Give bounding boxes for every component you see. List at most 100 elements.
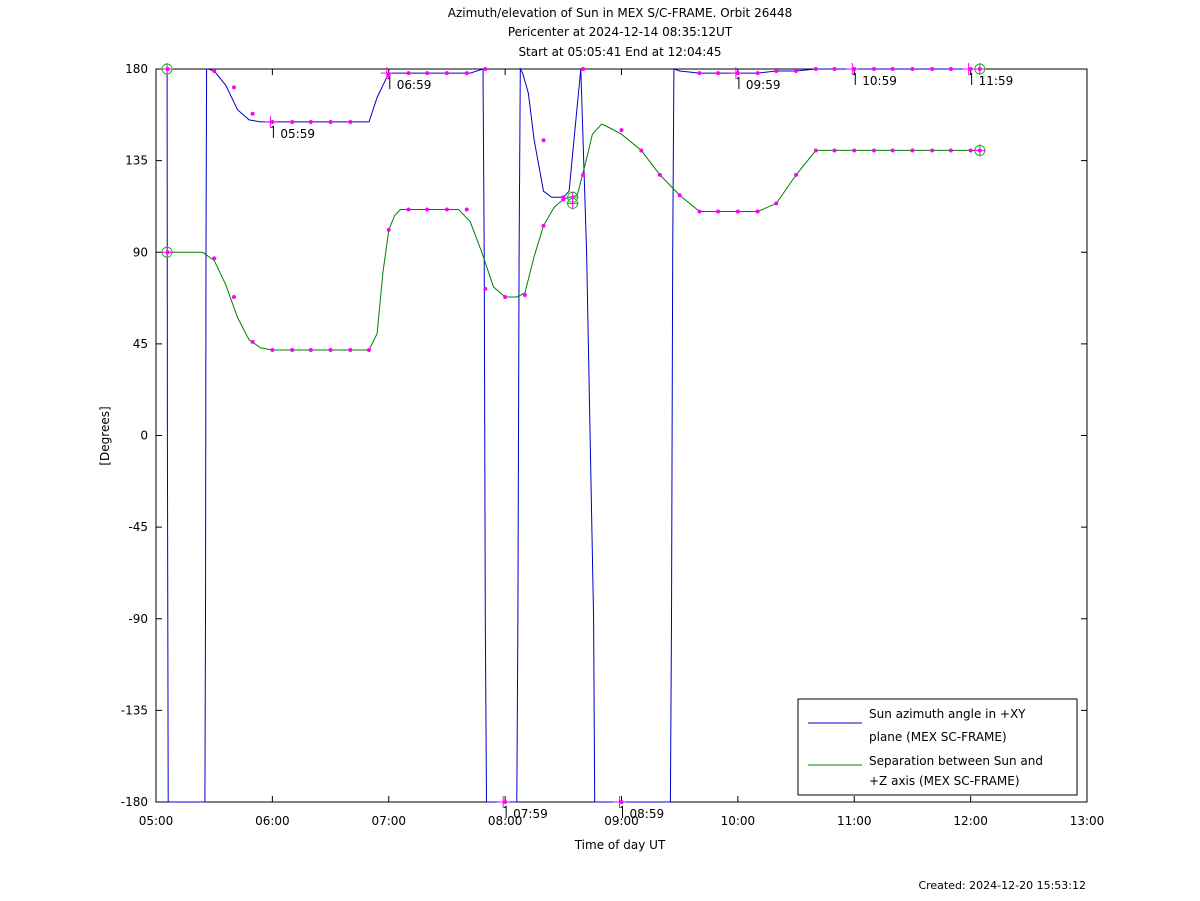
chart-title-line-1: Azimuth/elevation of Sun in MEX S/C-FRAM… <box>448 6 793 20</box>
marker-s0-7 <box>328 119 333 124</box>
legend: Sun azimuth angle in +XY plane (MEX SC-F… <box>797 698 1078 796</box>
marker-s0-33 <box>948 67 953 71</box>
marker-s1-38 <box>948 148 953 153</box>
marker-s1-37 <box>930 148 935 153</box>
hour-pointer-tip-2 <box>503 805 507 809</box>
marker-s0-26 <box>813 67 818 71</box>
marker-s1-5 <box>290 347 295 352</box>
marker-s1-29 <box>774 201 779 206</box>
x-tick-label-7: 12:00 <box>953 814 988 828</box>
marker-s1-17 <box>522 293 527 298</box>
legend-label-azimuth-line-2: plane (MEX SC-FRAME) <box>869 730 1007 744</box>
hour-pointer-tip-1 <box>387 76 391 80</box>
marker-s1-27 <box>735 209 740 214</box>
y-axis-label: [Degrees] <box>98 406 112 465</box>
marker-s1-34 <box>872 148 877 153</box>
marker-s1-39 <box>968 148 973 153</box>
hour-label-0: 05:59 <box>280 127 315 141</box>
marker-s0-1 <box>212 69 217 74</box>
chart-title-block: Azimuth/elevation of Sun in MEX S/C-FRAM… <box>448 6 793 59</box>
x-tick-label-1: 06:00 <box>255 814 290 828</box>
axis-ticks: 05:00 06:00 07:00 08:00 09:00 10:00 11:00 12:00… <box>121 62 1105 828</box>
chart-title-line-3: Start at 05:05:41 End at 12:04:45 <box>518 45 721 59</box>
chart-title-line-2: Pericenter at 2024-12-14 08:35:12UT <box>508 25 733 39</box>
legend-label-separation-line-2: +Z axis (MEX SC-FRAME) <box>869 774 1020 788</box>
hour-pointer-tip-5 <box>852 72 856 76</box>
hour-pointer-tip-3 <box>620 805 623 809</box>
marker-s1-23 <box>657 172 662 177</box>
plot-area <box>155 68 1088 803</box>
marker-s0-18 <box>581 67 586 71</box>
y-tick-label-8: -180 <box>121 795 148 809</box>
created-timestamp: Created: 2024-12-20 15:53:12 <box>918 879 1086 892</box>
marker-s1-31 <box>813 148 818 153</box>
marker-s0-20 <box>697 71 702 76</box>
marker-s1-24 <box>677 193 682 198</box>
marker-s0-3 <box>250 111 255 116</box>
hour-label-5: 10:59 <box>862 74 897 88</box>
series-lines <box>166 67 980 803</box>
marker-s1-13 <box>444 207 449 212</box>
marker-s0-25 <box>794 69 799 74</box>
x-axis-label: Time of day UT <box>574 838 666 852</box>
y-tick-label-5: -45 <box>128 520 148 534</box>
marker-s0-16 <box>541 138 546 143</box>
y-tick-label-3: 45 <box>133 337 148 351</box>
marker-s0-23 <box>755 71 760 76</box>
marker-s1-10 <box>386 227 391 232</box>
marker-s0-32 <box>930 67 935 71</box>
marker-s1-14 <box>464 207 469 212</box>
marker-s1-16 <box>503 295 508 300</box>
marker-s1-25 <box>697 209 702 214</box>
marker-s0-12 <box>444 71 449 76</box>
hour-label-6: 11:59 <box>979 74 1014 88</box>
marker-s0-5 <box>290 119 295 124</box>
marker-s1-8 <box>348 347 353 352</box>
marker-s1-11 <box>406 207 411 212</box>
hour-label-1: 06:59 <box>397 78 432 92</box>
marker-s1-20 <box>581 172 586 177</box>
series-line-0 <box>166 67 980 803</box>
marker-s0-24 <box>774 69 779 74</box>
marker-s1-9 <box>366 347 371 352</box>
marker-s0-9 <box>386 73 391 78</box>
hour-label-3: 08:59 <box>630 807 665 821</box>
marker-s0-11 <box>425 71 430 76</box>
y-tick-label-6: -90 <box>128 612 148 626</box>
x-tick-label-3: 08:00 <box>488 814 523 828</box>
marker-s1-7 <box>328 347 333 352</box>
marker-s1-18 <box>541 223 546 228</box>
marker-s1-36 <box>910 148 915 153</box>
hour-pointer-tip-6 <box>969 72 973 76</box>
x-tick-label-8: 13:00 <box>1070 814 1105 828</box>
marker-s1-6 <box>308 347 313 352</box>
marker-s1-22 <box>639 148 644 153</box>
marker-s1-1 <box>212 256 217 261</box>
y-tick-label-4: 0 <box>140 429 148 443</box>
marker-s1-21 <box>619 128 624 133</box>
hour-pointer-tip-0 <box>271 125 274 129</box>
y-tick-label-1: 135 <box>125 154 148 168</box>
marker-s1-3 <box>250 339 255 344</box>
marker-s0-6 <box>308 119 313 124</box>
marker-s0-27 <box>832 67 837 71</box>
x-tick-label-2: 07:00 <box>371 814 406 828</box>
marker-s0-13 <box>464 71 469 76</box>
x-tick-label-4: 09:00 <box>604 814 639 828</box>
marker-s0-14 <box>483 67 488 71</box>
marker-s1-19 <box>561 197 566 202</box>
hour-label-2: 07:59 <box>513 807 548 821</box>
hour-label-4: 09:59 <box>746 78 781 92</box>
series-markers <box>161 63 986 804</box>
marker-s1-26 <box>716 209 721 214</box>
marker-s1-35 <box>890 148 895 153</box>
marker-s0-30 <box>890 67 895 71</box>
marker-s0-21 <box>716 71 721 76</box>
marker-s1-4 <box>270 347 275 352</box>
x-tick-label-0: 05:00 <box>139 814 174 828</box>
marker-s1-15 <box>483 286 488 291</box>
marker-s1-33 <box>852 148 857 153</box>
legend-label-azimuth-line-1: Sun azimuth angle in +XY <box>869 707 1026 721</box>
y-tick-label-0: 180 <box>125 62 148 76</box>
